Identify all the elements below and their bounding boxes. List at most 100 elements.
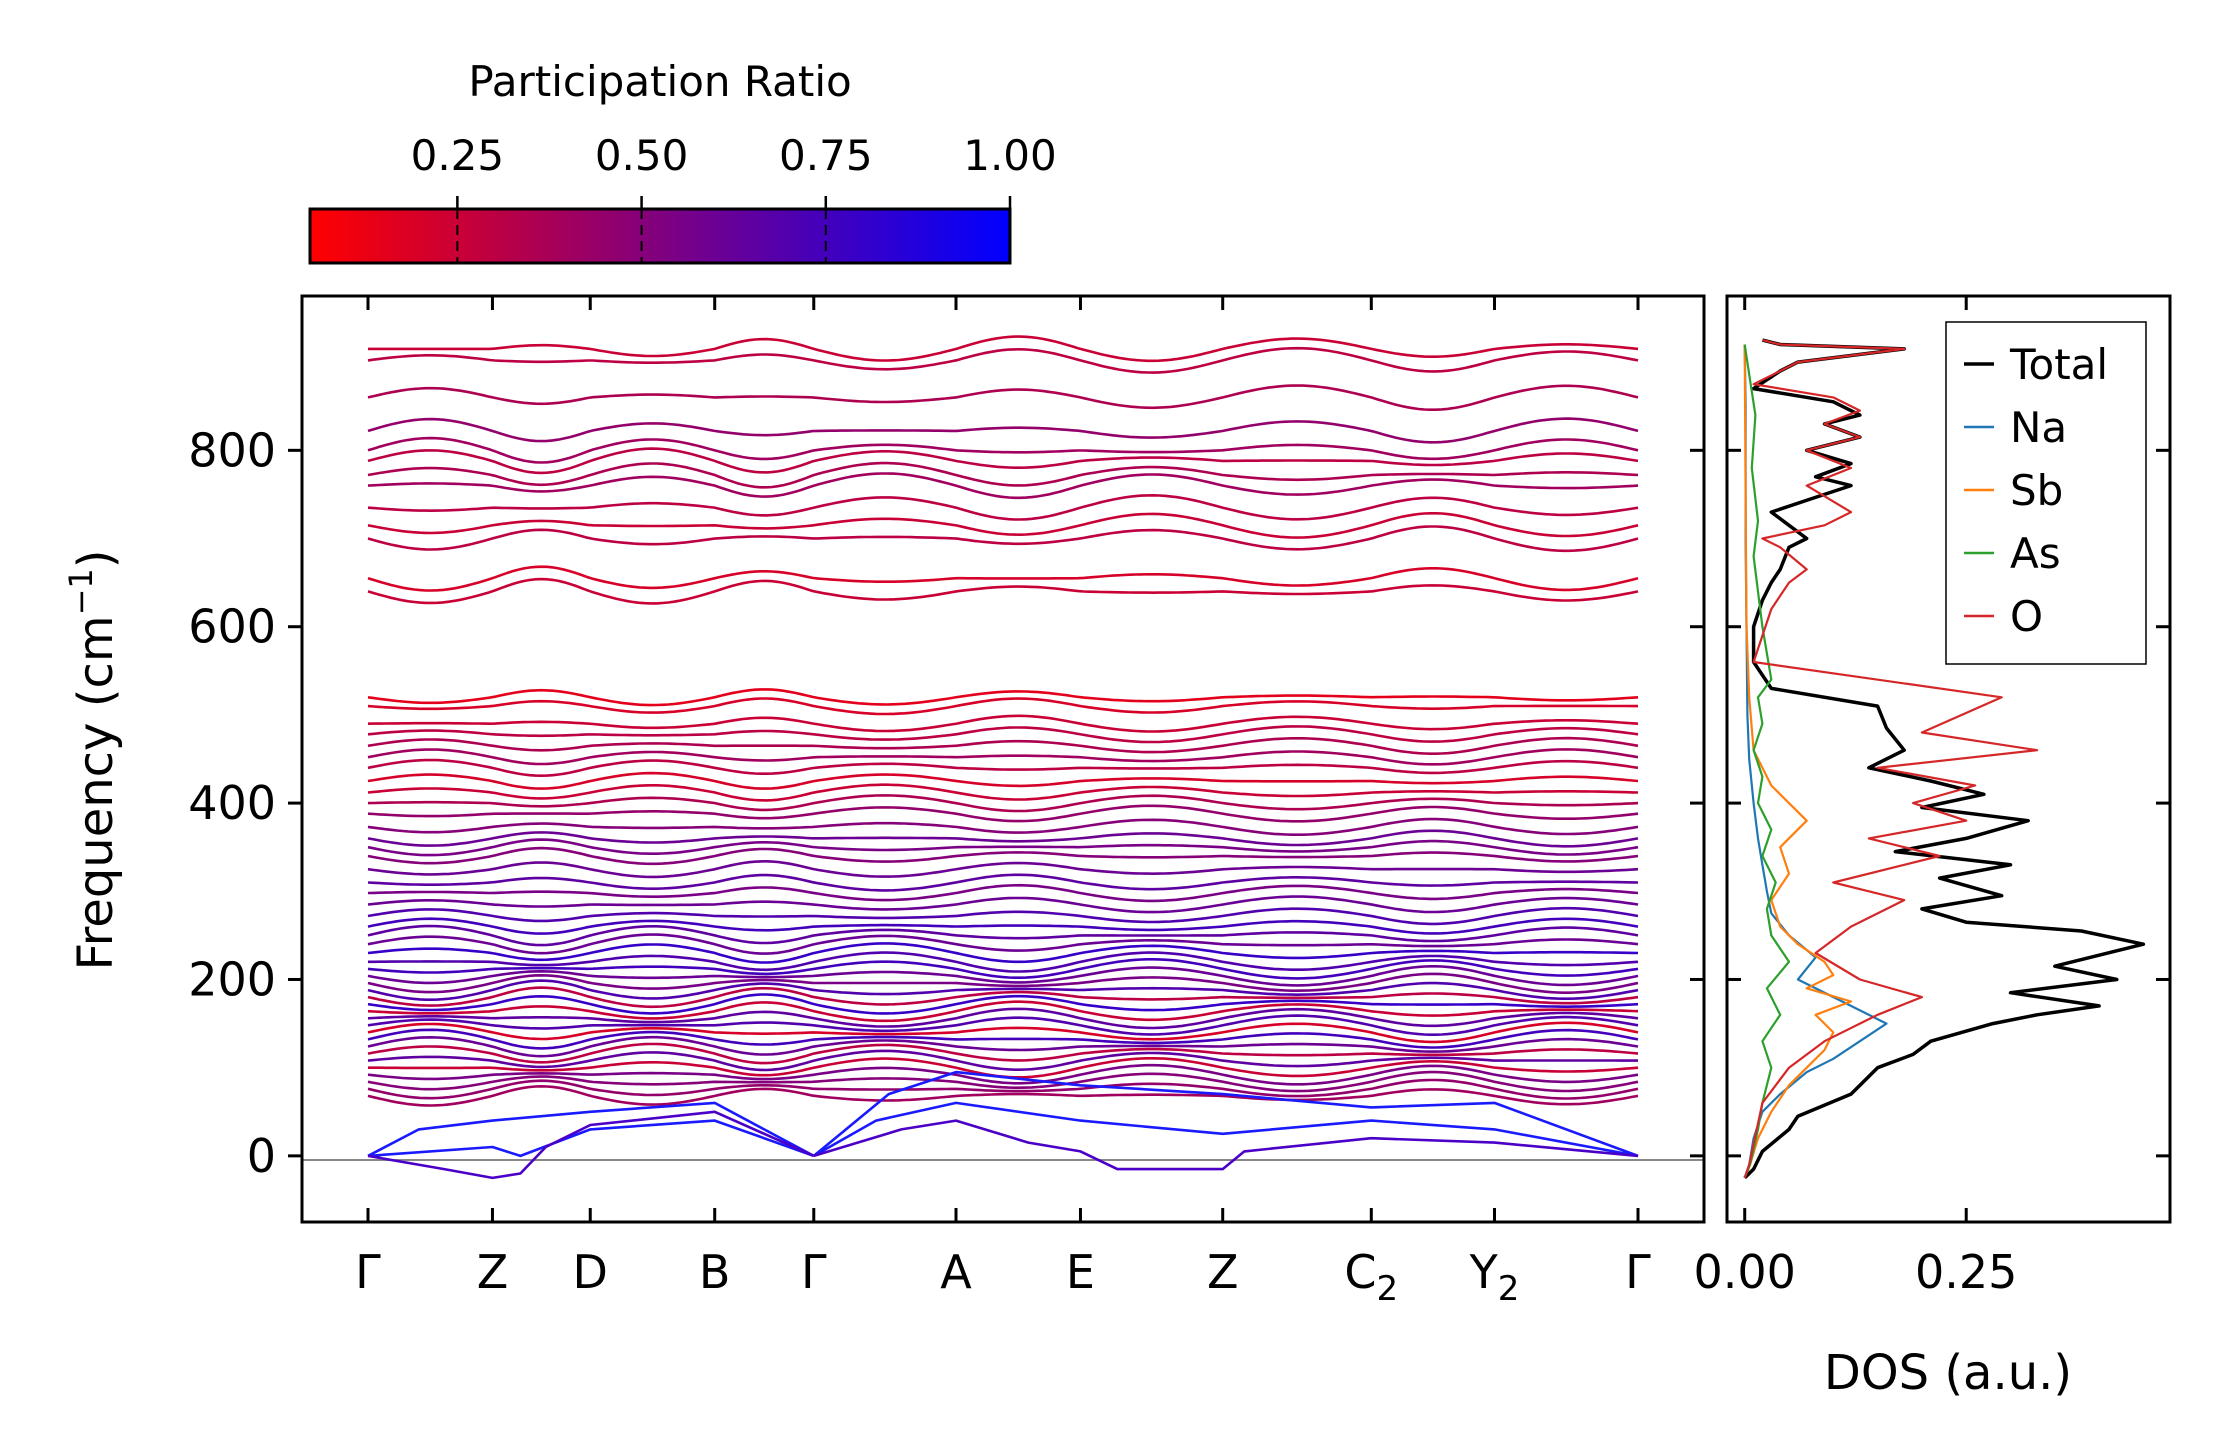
high-symmetry-point-label: B: [699, 1245, 731, 1299]
phonon-band: [367, 1000, 1639, 1023]
legend: Total Na Sb As O: [1945, 321, 2147, 665]
dos-series-o: [1743, 339, 2039, 1179]
high-symmetry-point-label: Γ: [1625, 1245, 1651, 1299]
colorbar-tick-label: 0.50: [595, 131, 689, 180]
phonon-band: [367, 346, 1639, 374]
phonon-band: [367, 1035, 1639, 1058]
legend-label: Sb: [2010, 466, 2063, 515]
legend-label: Total: [2009, 340, 2108, 389]
phonon-band: [367, 725, 1639, 744]
phonon-band: [367, 933, 1639, 955]
dos-series-as: [1743, 344, 1791, 1179]
phonon-band: [367, 794, 1639, 813]
phonon-band: [367, 859, 1639, 879]
phonon-band: [367, 447, 1639, 475]
legend-label: Na: [2010, 403, 2067, 452]
colorbar-title: Participation Ratio: [468, 57, 851, 106]
phonon-band: [367, 758, 1639, 778]
phonon-band: [367, 986, 1639, 1009]
phonon-band: [367, 942, 1639, 964]
phonon-band: [367, 1042, 1639, 1065]
band-axes-frame: [300, 294, 1706, 1224]
high-symmetry-point-label: E: [1066, 1245, 1095, 1299]
phonon-band: [367, 883, 1639, 903]
phonon-band: [367, 565, 1639, 592]
phonon-band: [367, 1078, 1639, 1100]
high-symmetry-point-label: Γ: [355, 1245, 381, 1299]
y-tick-label: 600: [188, 600, 276, 654]
dos-x-tick-label: 0.25: [1915, 1245, 2017, 1299]
dos-axis-ticks: 0.00 0.25: [1694, 296, 2170, 1299]
y-tick-label: 800: [188, 423, 276, 477]
phonon-band: [367, 958, 1639, 980]
y-tick-label: 400: [188, 776, 276, 830]
colorbar-tick-label: 0.75: [779, 131, 873, 180]
acoustic-branch: [813, 1101, 1639, 1158]
phonon-band: [367, 472, 1639, 500]
phonon-band: [367, 917, 1639, 935]
phonon-band: [367, 697, 1638, 716]
high-symmetry-point-label: Z: [1207, 1245, 1239, 1299]
phonon-band: [367, 736, 1639, 755]
phonon-band: [367, 511, 1639, 539]
high-symmetry-point-label: C2: [1344, 1245, 1398, 1309]
phonon-band: [367, 829, 1639, 848]
high-symmetry-point-label: Y2: [1469, 1245, 1520, 1309]
band-structure-panel: 0 200 400 600 800 Γ Z D B Γ A E Z C2 Y2 Γ Frequency (cm…: [62, 294, 1706, 1309]
colorbar-gradient: [308, 207, 1012, 265]
phonon-band: [367, 924, 1639, 947]
phonon-band: [367, 979, 1639, 1001]
acoustic-branch: [813, 1119, 1639, 1171]
colorbar-ticks: 0.25 0.50 0.75 1.00: [411, 131, 1057, 263]
phonon-band: [367, 771, 1639, 790]
phonon-band: [367, 461, 1639, 489]
band-axis-ticks: 0 200 400 600 800 Γ Z D B Γ A E Z C2 Y2 Γ: [188, 296, 1704, 1309]
high-symmetry-point-label: D: [573, 1245, 608, 1299]
high-symmetry-point-label: Z: [477, 1245, 509, 1299]
dos-axes-frame: [1725, 294, 2172, 1224]
phonon-band: [367, 493, 1639, 521]
dos-x-axis-label: DOS (a.u.): [1824, 1345, 2072, 1401]
phonon-band: [367, 817, 1639, 836]
phonon-band: [367, 804, 1639, 823]
phonon-band: [367, 577, 1639, 605]
phonon-band: [367, 873, 1639, 892]
phonon-band: [367, 417, 1639, 444]
phonon-band: [367, 1007, 1639, 1030]
phonon-band: [367, 1063, 1639, 1086]
high-symmetry-point-label: A: [940, 1245, 972, 1299]
legend-label: O: [2010, 592, 2043, 641]
phonon-band: [368, 335, 1639, 363]
acoustic-branch: [367, 1110, 815, 1180]
legend-label: As: [2010, 529, 2061, 578]
dos-curves: [1743, 338, 2146, 1180]
phonon-band: [367, 714, 1639, 733]
band-y-axis-label: Frequency (cm−1): [62, 549, 124, 970]
dos-panel: 0.00 0.25 DOS (a.u.) Total Na Sb As O: [1694, 294, 2172, 1401]
phonon-band: [367, 1049, 1638, 1072]
dos-x-tick-label: 0.00: [1694, 1245, 1796, 1299]
phonon-band: [367, 748, 1639, 766]
phonon-band: [367, 436, 1639, 464]
phonon-bands: [367, 335, 1639, 1180]
phonon-band: [368, 951, 1639, 973]
colorbar-tick-label: 1.00: [963, 131, 1057, 180]
phonon-band: [367, 1070, 1639, 1093]
phonon-band: [367, 1028, 1639, 1050]
acoustic-branch: [367, 1101, 815, 1158]
phonon-band: [367, 1014, 1639, 1036]
colorbar: Participation Ratio 0.25 0.50 0.75 1.00: [308, 57, 1057, 265]
phonon-band: [367, 993, 1639, 1015]
phonon-band: [367, 525, 1639, 553]
phonon-band: [367, 906, 1639, 926]
phonon-band: [367, 1021, 1639, 1044]
phonon-band: [367, 783, 1639, 802]
phonon-band: [367, 972, 1639, 994]
y-tick-label: 0: [247, 1129, 276, 1183]
y-tick-label: 200: [188, 952, 276, 1006]
legend-frame: [1945, 321, 2147, 665]
phonon-band: [367, 1084, 1639, 1107]
colorbar-tick-label: 0.25: [411, 131, 505, 180]
phonon-band: [367, 965, 1639, 987]
